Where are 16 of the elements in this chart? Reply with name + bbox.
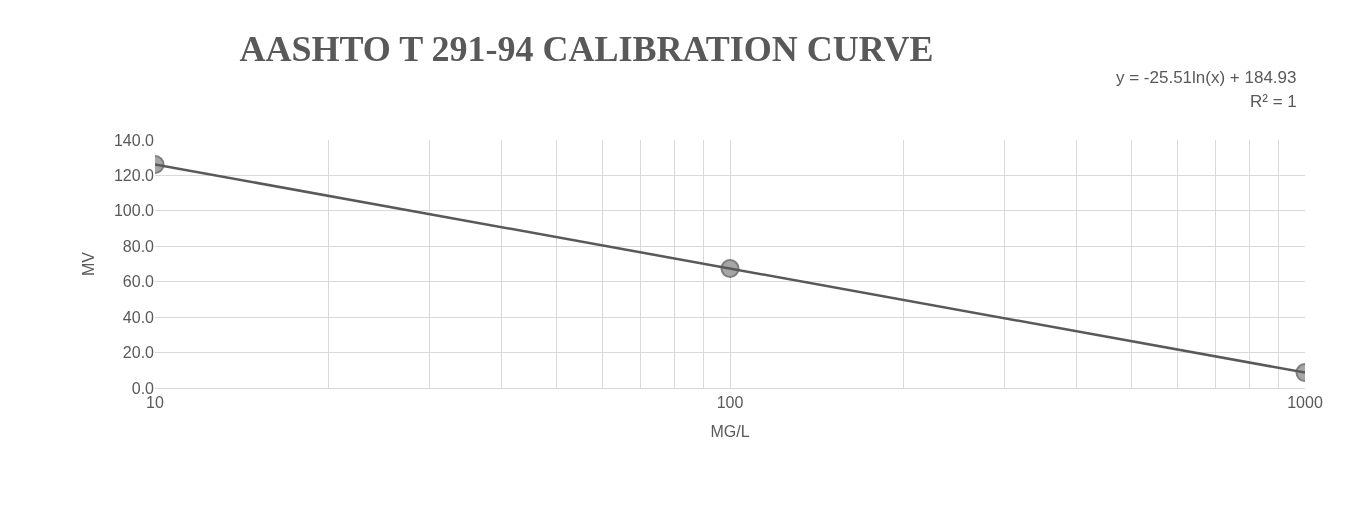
y-tick-label: 120.0 xyxy=(113,167,155,185)
y-tick-label: 60.0 xyxy=(122,273,155,291)
y-tick-label: 140.0 xyxy=(113,131,155,149)
x-tick-label: 1000 xyxy=(1287,394,1323,412)
y-tick-label: 20.0 xyxy=(122,344,155,362)
y-tick-label: 0.0 xyxy=(131,379,155,397)
x-axis-title: MG/L xyxy=(710,422,750,440)
y-axis-title: MV xyxy=(79,251,97,276)
x-tick-label: 10 xyxy=(146,394,164,412)
y-tick-label: 100.0 xyxy=(113,202,155,220)
y-tick-label: 40.0 xyxy=(122,308,155,326)
chart-title: AASHTO T 291-94 CALIBRATION CURVE xyxy=(239,29,934,70)
x-tick-label: 100 xyxy=(716,394,744,412)
text: R² = 1 xyxy=(1250,92,1297,111)
text: y = -25.51ln(x) + 184.93 xyxy=(1116,68,1297,87)
y-tick-label: 80.0 xyxy=(122,237,155,255)
